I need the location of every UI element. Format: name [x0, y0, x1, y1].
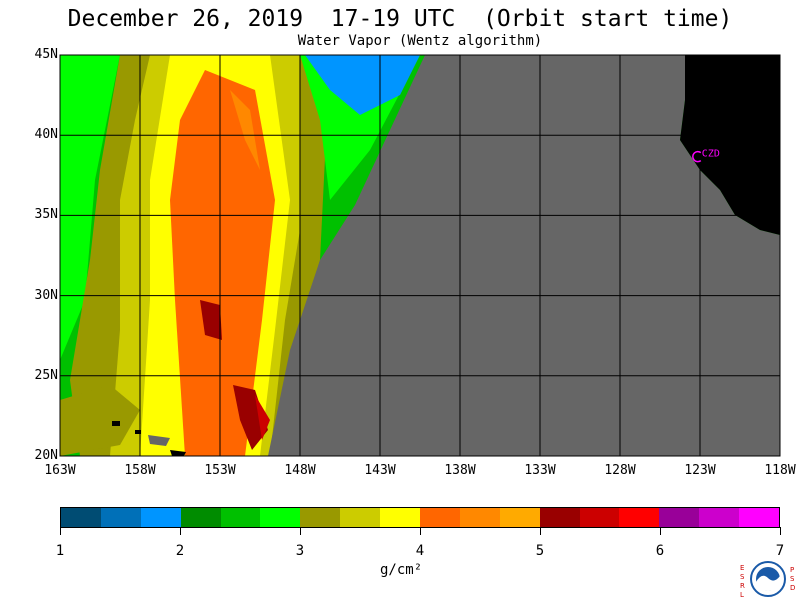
- vapor-patch-darkred-1: [200, 300, 222, 340]
- lon-label: 143W: [364, 463, 396, 478]
- lon-label: 158W: [124, 463, 156, 478]
- vapor-band-blue-ne: [305, 55, 420, 115]
- colorbar-swatch: [380, 508, 421, 527]
- colorbar-swatch: [420, 508, 460, 527]
- lat-label: 30N: [34, 287, 58, 303]
- colorbar-tick: [660, 527, 661, 535]
- svg-text:S: S: [740, 573, 745, 581]
- vapor-patch-orange: [230, 90, 260, 170]
- lon-label: 138W: [444, 463, 476, 478]
- colorbar-tick: [540, 527, 541, 535]
- svg-text:P: P: [790, 566, 794, 574]
- colorbar-tick-label: 7: [775, 543, 785, 559]
- colorbar-swatch: [220, 508, 261, 527]
- lon-label: 128W: [604, 463, 636, 478]
- colorbar-swatch: [140, 508, 181, 527]
- site-marker-icon: [692, 150, 702, 163]
- lat-label: 25N: [34, 367, 58, 383]
- svg-text:R: R: [740, 582, 745, 590]
- colorbar-swatch: [499, 508, 540, 527]
- lon-label: 123W: [684, 463, 716, 478]
- lon-label: 148W: [284, 463, 316, 478]
- noaa-esrl-psd-logo: E S R L P S D: [740, 561, 795, 599]
- vapor-patch-darkred-2: [233, 385, 268, 450]
- svg-text:S: S: [790, 575, 795, 583]
- colorbar-tick-label: 4: [415, 543, 425, 559]
- lat-label: 35N: [34, 207, 58, 223]
- water-vapor-map: CZD: [59, 54, 781, 457]
- island-hawaii: [170, 450, 186, 456]
- colorbar: [60, 507, 780, 528]
- lon-label: 133W: [524, 463, 556, 478]
- colorbar-tick-label: 2: [175, 543, 185, 559]
- svg-text:E: E: [740, 564, 744, 572]
- map-subtitle: Water Vapor (Wentz algorithm): [297, 33, 543, 49]
- map-frame: [59, 54, 781, 457]
- lat-label: 45N: [34, 47, 58, 62]
- colorbar-swatch: [739, 508, 780, 527]
- map-title: December 26, 2019 17-19 UTC (Orbit start…: [67, 6, 733, 32]
- colorbar-tick: [780, 527, 781, 535]
- no-data-region: [268, 55, 780, 456]
- colorbar-swatch: [340, 508, 381, 527]
- colorbar-tick-label: 6: [655, 543, 665, 559]
- colorbar-swatch: [260, 508, 301, 527]
- vapor-band-olive-sw: [60, 385, 140, 456]
- land-area: [680, 55, 780, 235]
- vapor-band-orange: [170, 70, 275, 456]
- colorbar-tick: [180, 527, 181, 535]
- colorbar-swatch: [100, 508, 141, 527]
- lon-label: 163W: [44, 463, 76, 478]
- lon-label: 118W: [764, 463, 796, 478]
- colorbar-tick: [300, 527, 301, 535]
- colorbar-tick-label: 3: [295, 543, 305, 559]
- island-molokai: [148, 435, 170, 446]
- colorbar-tick-label: 1: [55, 543, 65, 559]
- colorbar-swatch: [61, 508, 101, 527]
- island-kauai: [112, 421, 120, 426]
- colorbar-swatch: [459, 508, 500, 527]
- site-marker-label: CZD: [702, 149, 720, 160]
- colorbar-tick: [60, 527, 61, 535]
- svg-text:L: L: [740, 591, 744, 599]
- colorbar-swatch: [659, 508, 700, 527]
- colorbar-units: g/cm²: [380, 562, 423, 578]
- colorbar-tick: [420, 527, 421, 535]
- colorbar-swatch: [619, 508, 660, 527]
- lat-label: 40N: [34, 127, 58, 143]
- vapor-patch-red: [255, 395, 270, 440]
- island-oahu: [135, 430, 141, 434]
- colorbar-swatch: [579, 508, 620, 527]
- colorbar-swatch: [300, 508, 341, 527]
- colorbar-tick-label: 5: [535, 543, 545, 559]
- vapor-band-low-west: [60, 55, 120, 360]
- colorbar-swatch: [539, 508, 580, 527]
- lon-label: 153W: [204, 463, 236, 478]
- colorbar-swatch: [699, 508, 740, 527]
- colorbar-swatch: [180, 508, 221, 527]
- lat-label: 20N: [34, 448, 58, 463]
- svg-text:D: D: [790, 584, 795, 592]
